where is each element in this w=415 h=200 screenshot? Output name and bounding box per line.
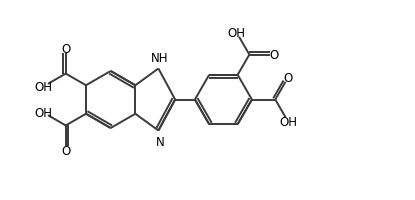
Text: O: O: [61, 43, 71, 56]
Text: NH: NH: [151, 51, 168, 64]
Text: OH: OH: [227, 27, 246, 40]
Text: N: N: [156, 136, 164, 149]
Text: OH: OH: [34, 80, 53, 93]
Text: O: O: [270, 49, 279, 62]
Text: O: O: [283, 72, 292, 85]
Text: O: O: [61, 144, 71, 157]
Text: OH: OH: [279, 116, 297, 129]
Text: OH: OH: [34, 107, 53, 120]
